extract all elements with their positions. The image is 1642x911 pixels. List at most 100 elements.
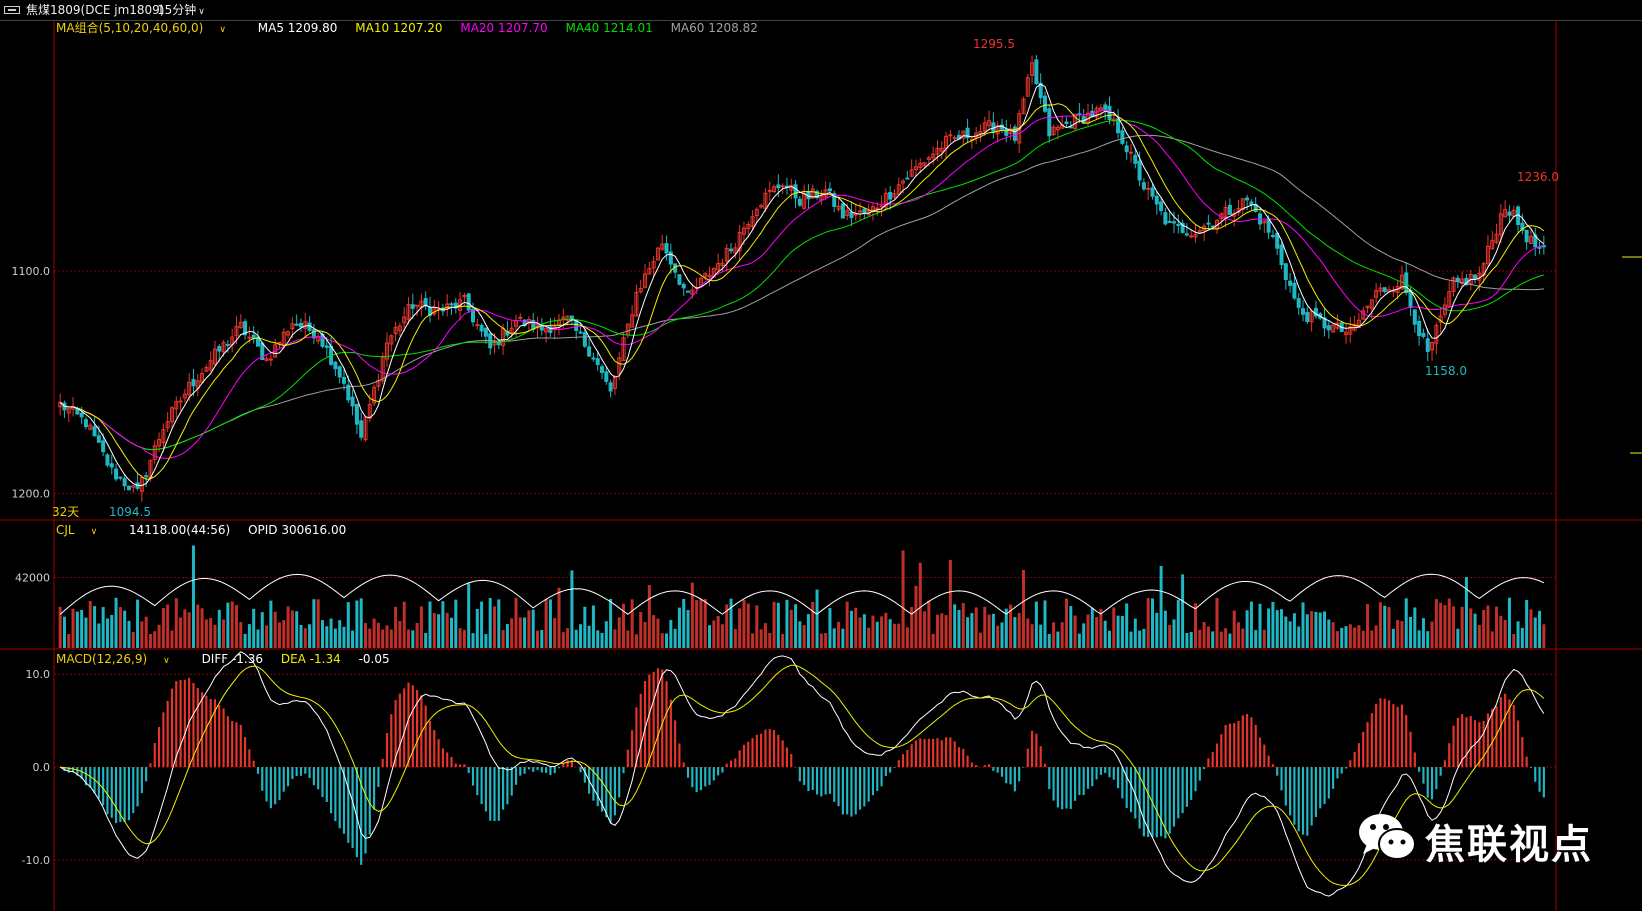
candle-body xyxy=(617,357,622,375)
volume-bar xyxy=(1507,597,1511,648)
candle-body xyxy=(462,295,467,298)
macd-value: -0.05 xyxy=(358,652,390,666)
volume-bar xyxy=(1413,607,1417,648)
candle-body xyxy=(268,358,273,361)
candle-body xyxy=(591,357,596,360)
candle-body xyxy=(324,345,329,348)
candle-body xyxy=(234,325,239,337)
candle xyxy=(1516,205,1521,234)
ma-group-label: MA组合(5,10,20,40,60,0) xyxy=(56,21,204,35)
candle xyxy=(208,351,213,372)
candle xyxy=(1021,96,1026,115)
window-icon[interactable] xyxy=(4,6,20,14)
candle-body xyxy=(1369,299,1374,309)
candle-body xyxy=(255,336,260,347)
candle xyxy=(488,332,493,355)
volume-bar xyxy=(277,622,281,648)
volume-bar xyxy=(394,606,398,648)
candle-body xyxy=(578,331,583,334)
volume-bar xyxy=(1353,627,1357,648)
candle-body xyxy=(88,424,93,430)
candle xyxy=(1292,272,1297,301)
volume-bar xyxy=(118,607,122,648)
volume-bar xyxy=(93,606,97,648)
low-price-label: 1094.5 xyxy=(109,505,151,519)
candle xyxy=(634,284,639,317)
volume-bar xyxy=(1486,605,1490,648)
candle xyxy=(802,184,807,210)
volume-bar xyxy=(1318,612,1322,648)
volume-bar xyxy=(363,622,367,648)
volume-bar xyxy=(1133,618,1137,648)
candle-body xyxy=(1034,59,1039,85)
candle xyxy=(965,118,970,144)
volume-bar xyxy=(832,628,836,648)
volume-bar xyxy=(411,630,415,648)
volume-bar xyxy=(798,621,802,648)
volume-bar xyxy=(510,618,514,648)
watermark: 焦联视点 xyxy=(1355,808,1595,868)
candle xyxy=(152,440,157,465)
volume-bar xyxy=(772,601,776,648)
volume-bar xyxy=(58,606,62,648)
volume-bar xyxy=(888,619,892,648)
ma-group-selector[interactable]: MA组合(5,10,20,40,60,0) ∨ xyxy=(56,21,240,35)
candle xyxy=(720,258,725,273)
volume-bar xyxy=(1516,621,1520,648)
volume-bar xyxy=(940,613,944,648)
candle-body xyxy=(763,192,768,210)
volume-bar xyxy=(1224,628,1228,648)
volume-bar xyxy=(867,627,871,648)
volume-bar xyxy=(1181,574,1185,648)
candle xyxy=(1055,124,1060,140)
candle-body xyxy=(1541,245,1546,248)
candle xyxy=(1344,324,1349,344)
candle-body xyxy=(655,247,660,261)
price-tick-label: 1100.0 xyxy=(12,265,51,278)
candle xyxy=(341,367,346,391)
volume-bar xyxy=(80,609,84,648)
volume-bar xyxy=(372,618,376,648)
candle-body xyxy=(372,386,377,404)
candle-body xyxy=(1163,212,1168,225)
candle-body xyxy=(238,321,243,329)
candle xyxy=(1494,223,1499,245)
candle xyxy=(1141,178,1146,192)
volume-indicator-selector[interactable]: CJL ∨ xyxy=(56,523,111,537)
candle-body xyxy=(1292,282,1297,299)
period-selector[interactable]: 15分钟 ∨ xyxy=(157,0,205,22)
volume-bar xyxy=(454,599,458,648)
candle-body xyxy=(144,475,149,478)
volume-bar xyxy=(256,629,260,648)
volume-bar xyxy=(209,618,213,648)
candle xyxy=(918,158,923,174)
volume-bar xyxy=(368,628,372,648)
candle-body xyxy=(1524,229,1529,243)
volume-bar xyxy=(269,600,273,648)
candle-body xyxy=(810,188,815,199)
candle-body xyxy=(604,371,609,382)
candle xyxy=(1154,191,1159,215)
volume-bar xyxy=(1000,622,1004,648)
candle xyxy=(126,485,131,491)
candle xyxy=(1533,227,1538,257)
volume-bar xyxy=(488,598,492,648)
volume-bar xyxy=(948,559,952,648)
candle-body xyxy=(909,169,914,177)
candle xyxy=(901,178,906,194)
candle-body xyxy=(965,127,970,139)
candle xyxy=(286,330,291,339)
volume-bar xyxy=(230,601,234,648)
volume-bar xyxy=(243,633,247,648)
volume-bar xyxy=(841,628,845,648)
symbol-label[interactable]: 焦煤1809(DCE jm1809) xyxy=(26,3,165,17)
macd-indicator-selector[interactable]: MACD(12,26,9) ∨ xyxy=(56,652,184,666)
volume-bar xyxy=(493,606,497,648)
volume-bar xyxy=(1077,633,1081,648)
candle-body xyxy=(225,343,230,346)
volume-bar xyxy=(222,619,226,648)
volume-bar xyxy=(604,621,608,648)
macd-indicator-label: MACD(12,26,9) xyxy=(56,652,148,666)
candle-body xyxy=(1227,204,1232,215)
